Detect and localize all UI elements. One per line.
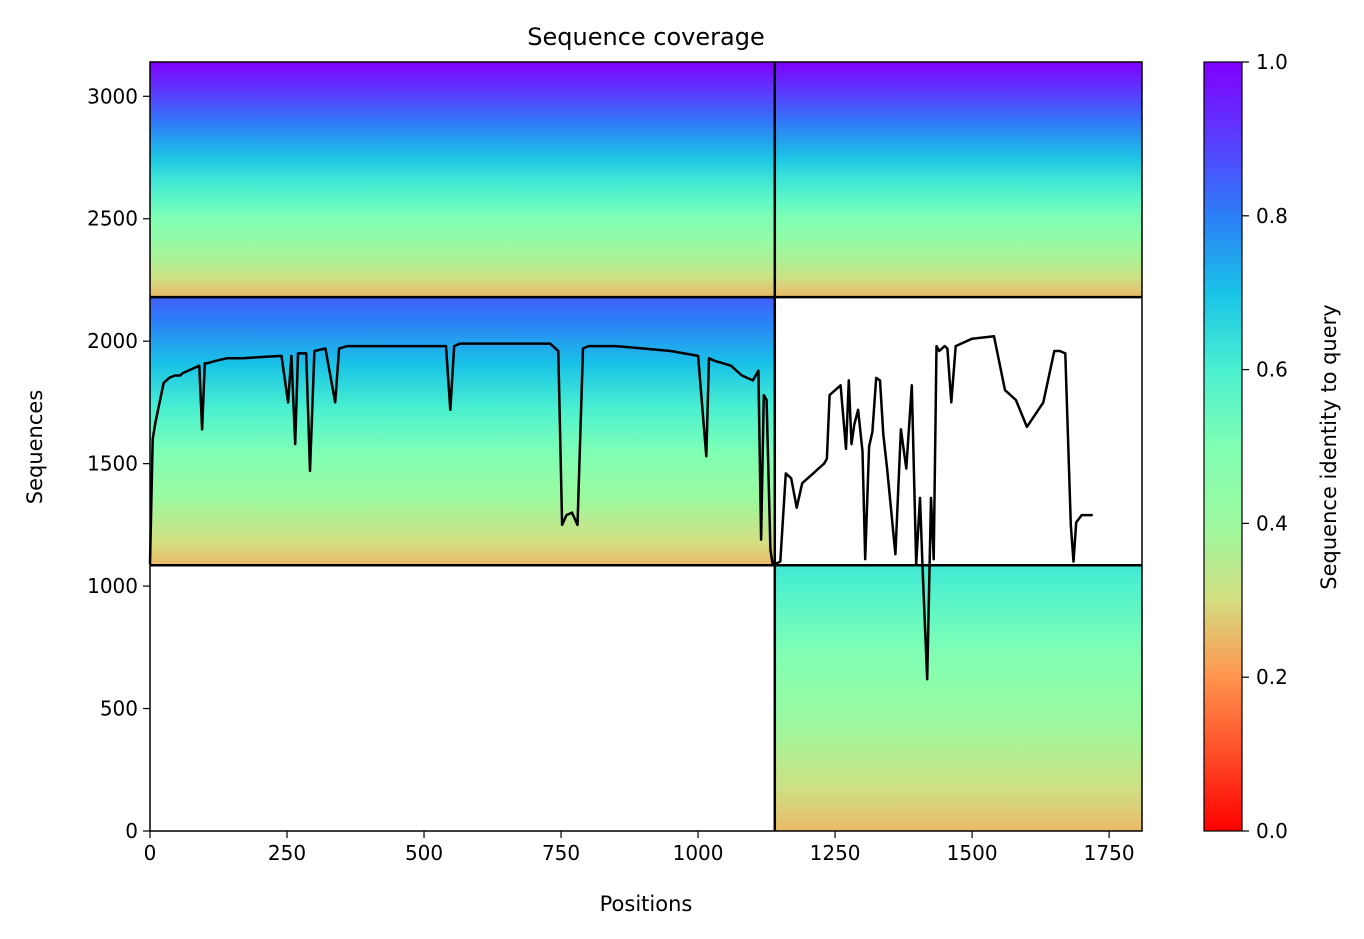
coverage-line-layer bbox=[148, 335, 1093, 681]
plot-frame bbox=[149, 61, 1143, 832]
coverage-line bbox=[148, 335, 1093, 681]
x-tick-label: 1000 bbox=[673, 841, 724, 865]
x-tick-label: 750 bbox=[542, 841, 580, 865]
coverage-block bbox=[774, 565, 1142, 831]
colorbar bbox=[1203, 61, 1243, 832]
colorbar-tick-label: 0.8 bbox=[1256, 204, 1288, 228]
y-tick-label: 2000 bbox=[87, 329, 138, 353]
coverage-heatmap bbox=[150, 62, 1142, 831]
x-tick-label: 500 bbox=[405, 841, 443, 865]
colorbar-tick-label: 0.0 bbox=[1256, 819, 1288, 843]
y-tick-label: 500 bbox=[100, 697, 138, 721]
coverage-block bbox=[150, 62, 1142, 298]
coverage-block bbox=[150, 297, 775, 566]
y-tick-label: 1000 bbox=[87, 574, 138, 598]
x-axis: 0 250 500 750 1000 1250 1500 1750 bbox=[144, 831, 1135, 865]
y-tick-label: 0 bbox=[125, 819, 138, 843]
colorbar-axis: 0.0 0.2 0.4 0.6 0.8 1.0 bbox=[1242, 50, 1288, 843]
x-tick-label: 1250 bbox=[810, 841, 861, 865]
y-tick-label: 3000 bbox=[87, 84, 138, 108]
colorbar-label: Sequence identity to query bbox=[1317, 304, 1341, 589]
x-tick-label: 1750 bbox=[1084, 841, 1135, 865]
colorbar-tick-label: 0.6 bbox=[1256, 358, 1288, 382]
y-axis-label: Sequences bbox=[23, 390, 47, 505]
x-tick-label: 0 bbox=[144, 841, 157, 865]
colorbar-tick-label: 0.4 bbox=[1256, 511, 1288, 535]
colorbar-tick-label: 0.2 bbox=[1256, 665, 1288, 689]
x-axis-label: Positions bbox=[600, 892, 693, 916]
y-tick-label: 1500 bbox=[87, 452, 138, 476]
y-axis: 0 500 1000 1500 2000 2500 3000 bbox=[87, 84, 150, 843]
chart-title: Sequence coverage bbox=[527, 23, 764, 51]
x-tick-label: 250 bbox=[268, 841, 306, 865]
colorbar-tick-label: 1.0 bbox=[1256, 50, 1288, 74]
y-tick-label: 2500 bbox=[87, 207, 138, 231]
chain-boundary-lines bbox=[150, 62, 1142, 831]
x-tick-label: 1500 bbox=[947, 841, 998, 865]
